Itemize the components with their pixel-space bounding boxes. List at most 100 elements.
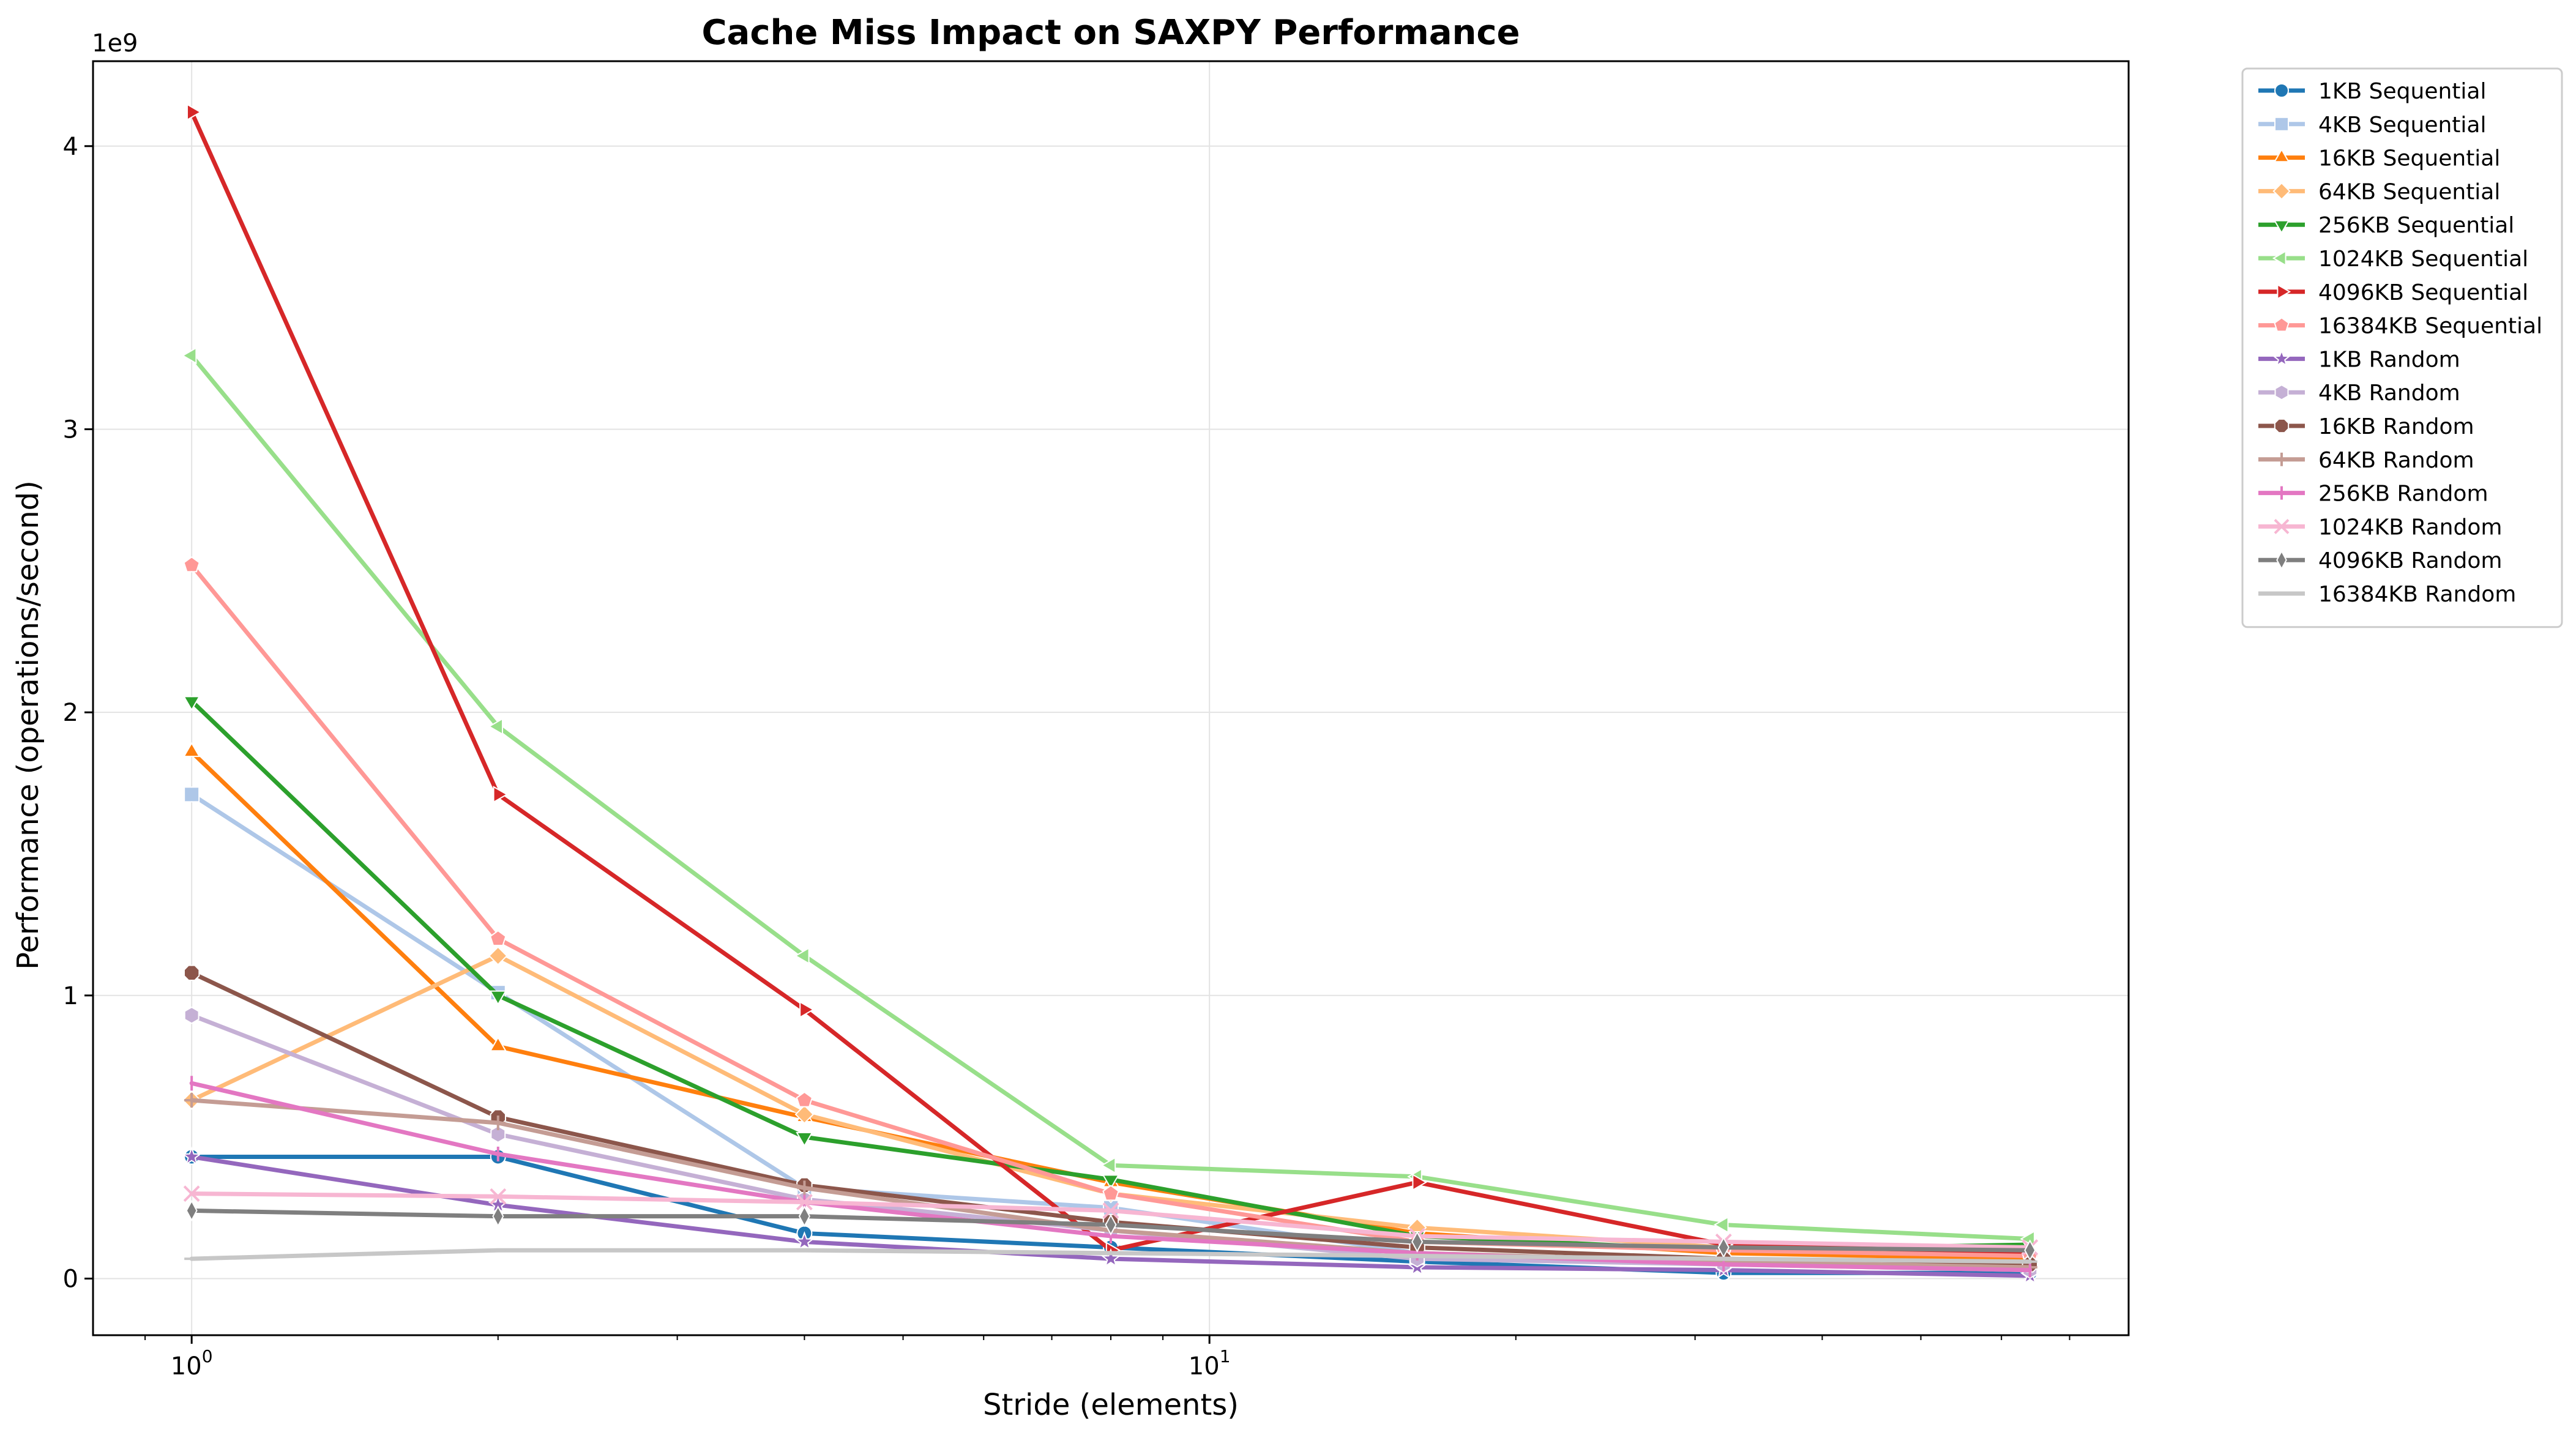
legend-label: 16384KB Random [2318,582,2516,607]
marker [2274,83,2289,98]
marker-shape [2272,182,2291,201]
marker-shape [185,1199,198,1222]
marker-shape [181,1146,202,1166]
marker [796,1131,813,1147]
marker [184,786,200,803]
marker [2272,182,2291,201]
y-axis-offset-label: 1e9 [92,29,138,58]
marker-shape [1100,1248,1121,1268]
legend-label: 64KB Sequential [2318,179,2500,204]
marker-shape [2277,283,2291,300]
marker-shape [488,718,503,736]
marker-shape [796,1194,813,1210]
marker-shape [2274,83,2289,98]
marker [1100,1157,1116,1174]
legend-entry: 4KB Sequential [2258,113,2486,138]
marker-shape [2276,549,2287,570]
marker [2272,349,2291,367]
marker [181,1146,202,1166]
legend-label: 1024KB Sequential [2318,247,2528,272]
marker-shape [488,946,508,966]
marker [2276,549,2287,570]
marker [493,786,509,803]
marker-shape [183,556,200,573]
legend-entry: 4096KB Sequential [2258,280,2528,305]
marker-shape [1100,1157,1116,1174]
x-tick-label: 100 [171,1346,213,1380]
marker [183,964,200,981]
marker-shape [492,1205,504,1228]
y-tick-label: 1 [63,982,78,1010]
marker-shape [183,964,200,981]
marker-shape [186,103,202,121]
legend-entry: 1KB Sequential [2258,79,2486,104]
marker-shape [2274,317,2290,332]
y-tick-label: 2 [63,699,78,727]
marker [184,1006,200,1024]
legend-label: 16KB Sequential [2318,146,2500,171]
marker-shape [493,786,509,803]
marker [796,1194,813,1210]
marker-shape [2275,452,2288,466]
marker-shape [2273,220,2290,234]
marker [796,1091,813,1108]
marker-shape [2272,250,2287,267]
marker [797,1180,812,1196]
legend: 1KB Sequential 4KB Sequential 16KB Sequent… [2241,67,2563,628]
legend-entry: 1024KB Random [2258,515,2502,540]
marker [1102,1202,1119,1219]
marker-shape [184,1006,200,1024]
marker [185,1199,198,1222]
legend-entry: 16KB Sequential [2258,146,2500,171]
marker-shape [796,1091,813,1108]
marker [492,1205,504,1228]
marker-shape [2274,116,2289,132]
marker [490,929,507,946]
marker [182,742,201,758]
marker-shape [184,1092,200,1108]
legend-entry: 256KB Sequential [2258,213,2514,238]
marker-shape [1102,1202,1119,1219]
marker-shape [1713,1216,1729,1234]
marker [1411,1231,1424,1253]
marker [2274,317,2290,332]
marker-shape [490,1188,507,1205]
legend-entry: 16384KB Random [2258,582,2516,607]
marker [2273,220,2290,234]
marker [2277,283,2291,300]
marker [798,1205,810,1228]
marker [490,1188,507,1205]
legend-label: 1024KB Random [2318,515,2502,540]
marker [1713,1216,1729,1234]
marker [794,1231,815,1251]
marker [794,947,810,965]
axes: 0 1 2 3 4 100 101 [63,133,2070,1380]
marker [2272,250,2287,267]
marker-shape [794,1231,815,1251]
legend-entry: 1024KB Sequential [2258,247,2528,272]
series-16384kb-random [184,1248,2037,1264]
marker [799,1000,815,1019]
marker [182,696,201,712]
marker [2274,518,2290,534]
marker-shape [2274,384,2289,401]
marker [490,1125,506,1143]
legend-entry: 64KB Random [2258,448,2474,473]
marker-shape [2272,349,2291,367]
marker-shape [490,929,507,946]
legend-entry: 16384KB Sequential [2258,314,2542,339]
marker [488,946,508,966]
legend-label: 64KB Random [2318,448,2474,473]
plot-series [181,103,2040,1284]
marker-shape [797,1180,812,1196]
x-tick-label: 101 [1189,1346,1231,1380]
y-tick-label: 4 [63,133,78,161]
legend-entry: 256KB Random [2258,482,2488,507]
marker [490,1116,506,1130]
y-tick-label: 3 [63,415,78,444]
legend-label: 4KB Sequential [2318,113,2486,138]
marker [488,718,503,736]
legend-label: 1KB Sequential [2318,79,2486,104]
marker-shape [1412,1173,1428,1191]
